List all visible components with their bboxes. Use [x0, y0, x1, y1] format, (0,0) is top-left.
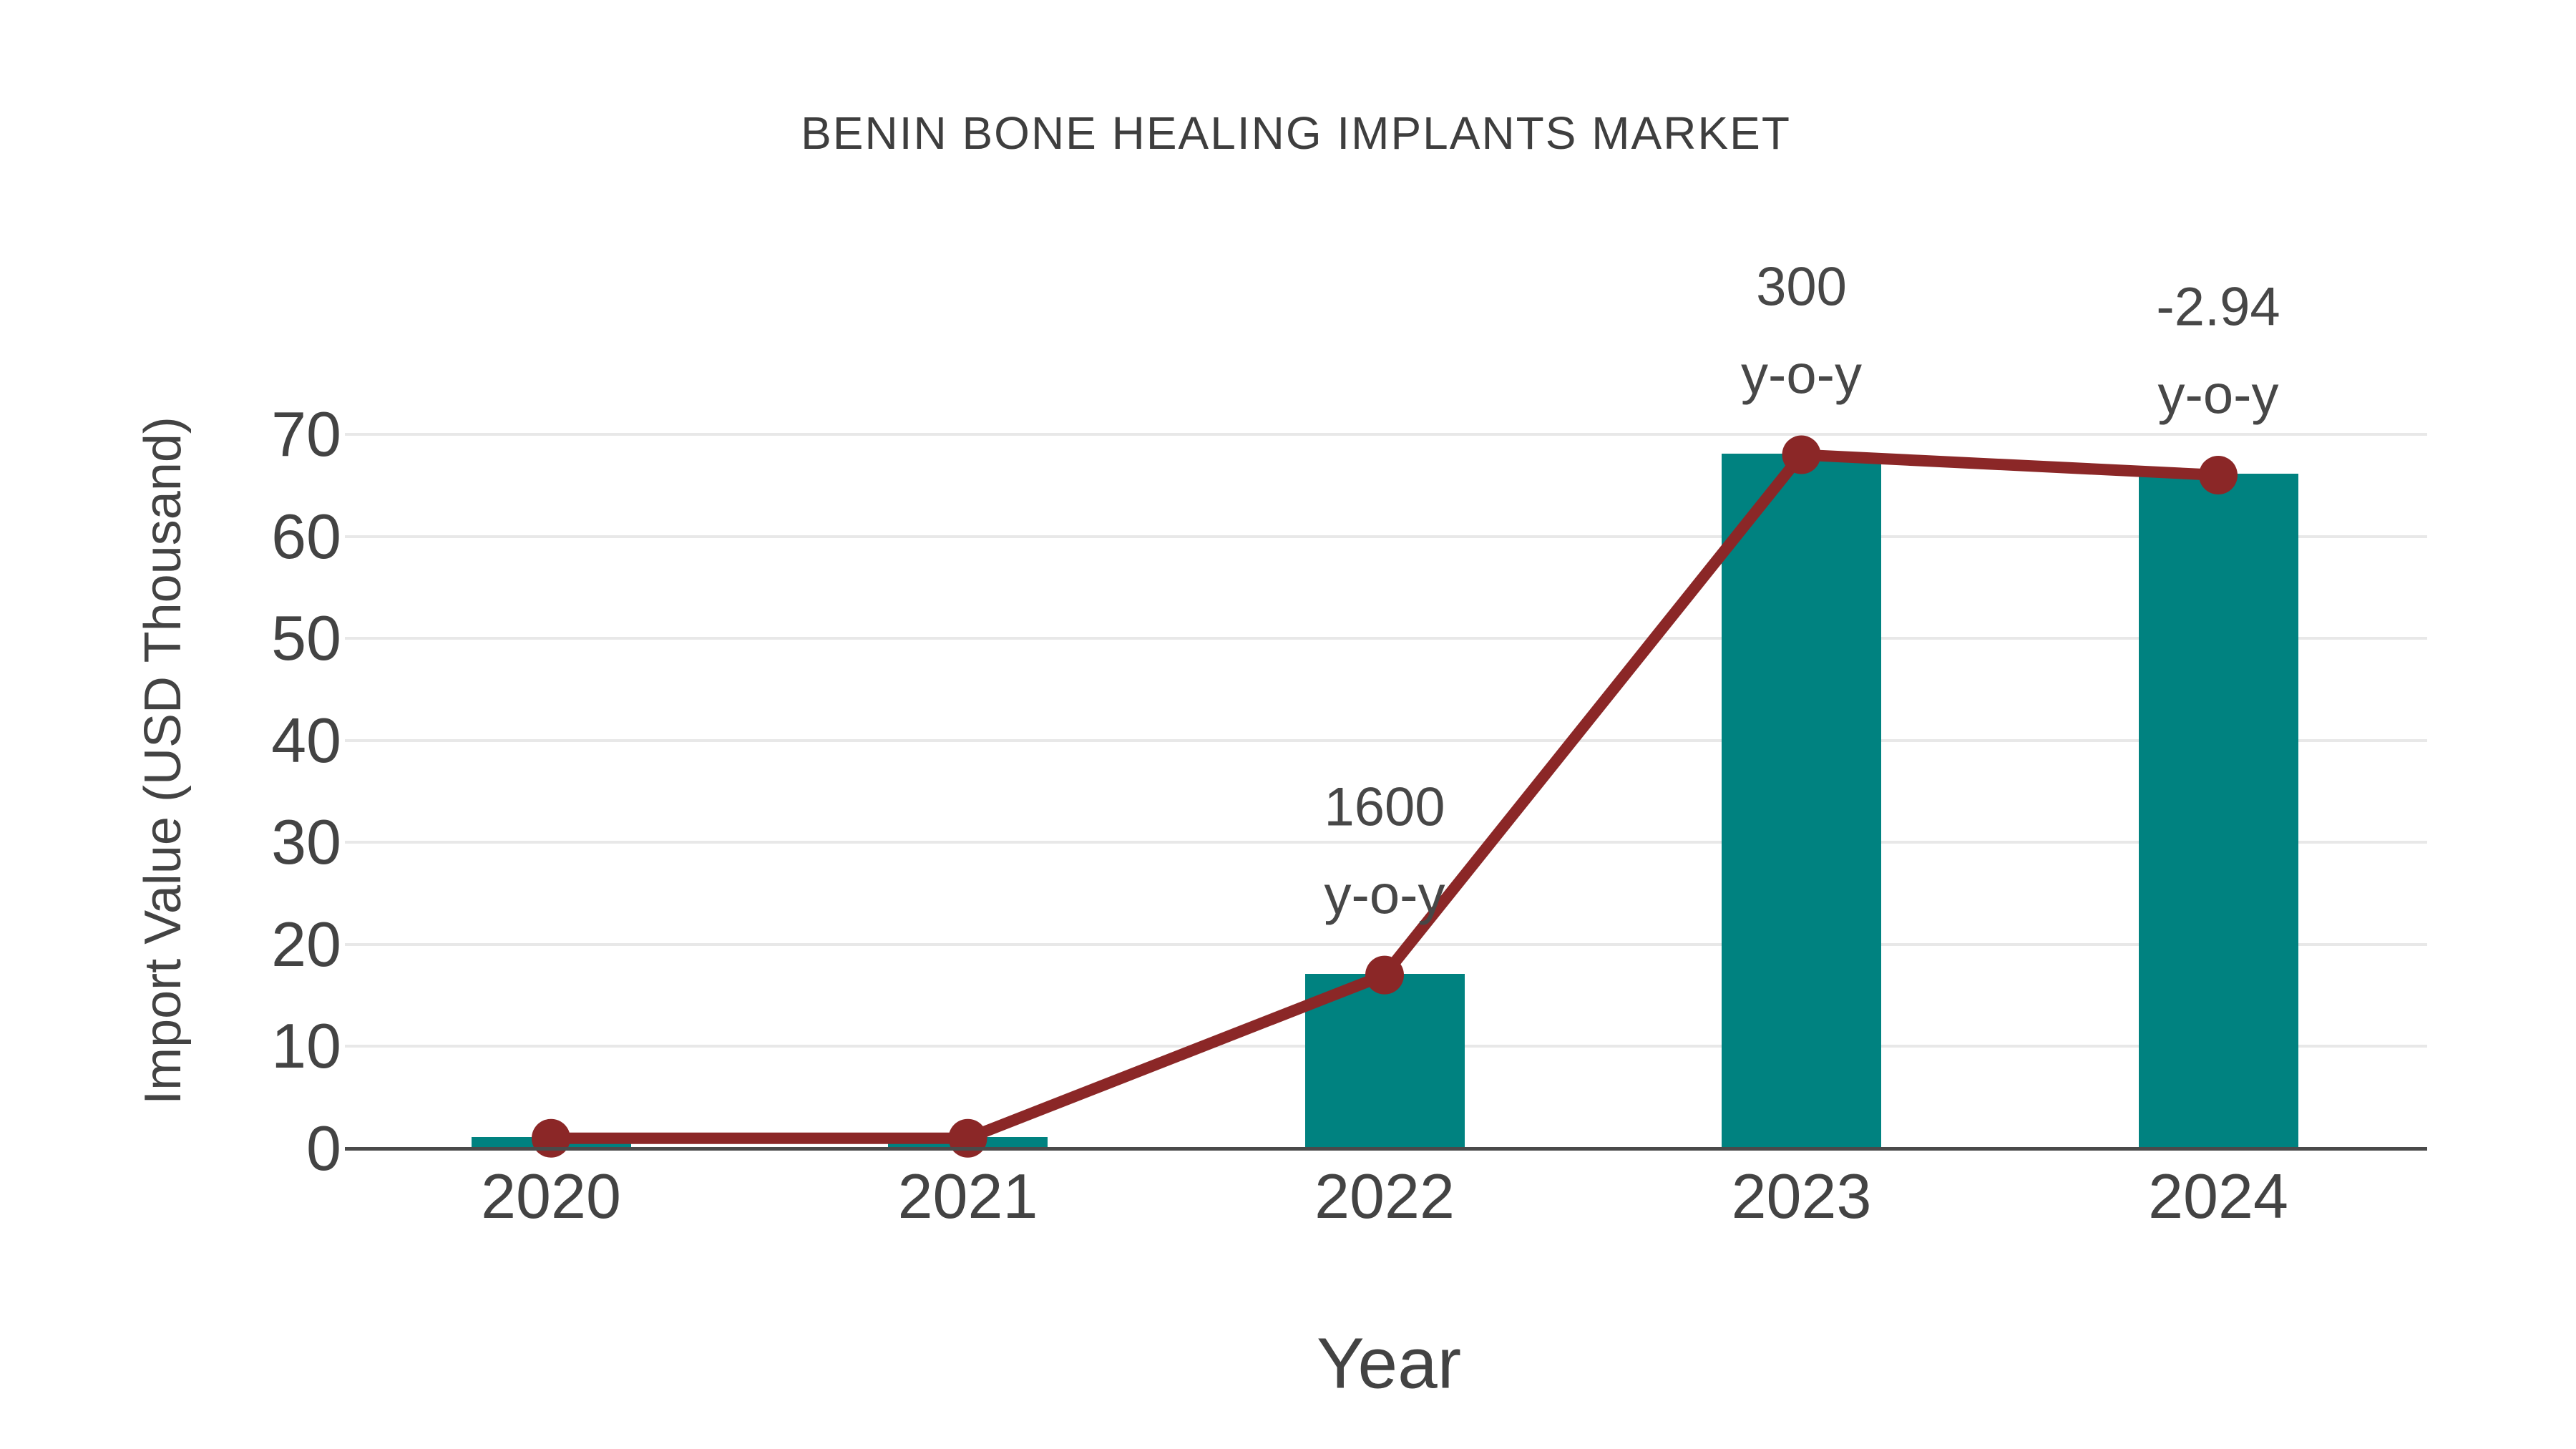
x-tick-2022: 2022: [1314, 1161, 1455, 1231]
bar-2023: [1722, 454, 1881, 1147]
x-axis-label: Year: [1316, 1323, 1462, 1404]
annotation-value-2023: 300: [1756, 256, 1847, 317]
marker-2021: [948, 1118, 987, 1158]
y-tick-70: 70: [271, 399, 341, 469]
marker-2024: [2199, 456, 2238, 495]
marker-2020: [532, 1118, 570, 1158]
x-tick-2021: 2021: [897, 1161, 1038, 1231]
marker-2022: [1365, 955, 1404, 995]
annotation-value-2024: -2.94: [2156, 276, 2280, 338]
chart-title: BENIN BONE HEALING IMPLANTS MARKET: [801, 107, 1791, 159]
gridline-20: [345, 942, 2427, 946]
gridline-50: [345, 637, 2427, 640]
marker-2023: [1782, 435, 1821, 474]
x-axis-line: [345, 1147, 2427, 1151]
y-tick-50: 50: [271, 602, 341, 674]
bar-2024: [2139, 474, 2298, 1147]
gridline-70: [345, 433, 2427, 436]
bar-2022: [1305, 974, 1465, 1147]
y-tick-60: 60: [271, 500, 341, 572]
annotation-value-2022: 1600: [1324, 776, 1445, 838]
y-tick-0: 0: [306, 1113, 341, 1184]
x-tick-2024: 2024: [2148, 1161, 2288, 1231]
annotation-suffix-2022: y-o-y: [1324, 864, 1445, 926]
gridline-60: [345, 535, 2427, 538]
x-tick-2023: 2023: [1731, 1161, 1872, 1231]
x-tick-2020: 2020: [481, 1161, 621, 1231]
annotation-suffix-2023: y-o-y: [1741, 344, 1862, 405]
gridline-40: [345, 738, 2427, 742]
y-tick-40: 40: [271, 704, 341, 776]
y-tick-10: 10: [271, 1010, 341, 1082]
y-tick-30: 30: [271, 806, 341, 878]
y-tick-20: 20: [271, 908, 341, 980]
gridline-30: [345, 841, 2427, 844]
annotation-suffix-2024: y-o-y: [2157, 364, 2279, 426]
